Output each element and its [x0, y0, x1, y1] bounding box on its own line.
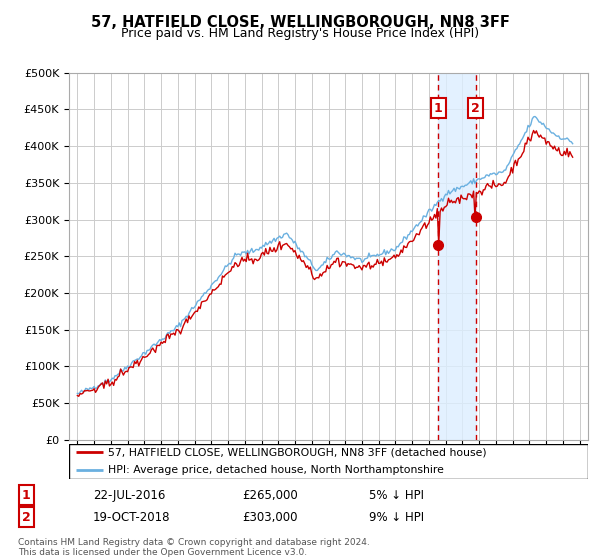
Bar: [438, 73, 476, 440]
Text: 57, HATFIELD CLOSE, WELLINGBOROUGH, NN8 3FF: 57, HATFIELD CLOSE, WELLINGBOROUGH, NN8 …: [91, 15, 509, 30]
Text: £265,000: £265,000: [242, 488, 298, 502]
Text: 22-JUL-2016: 22-JUL-2016: [92, 488, 165, 502]
Text: 2: 2: [22, 511, 31, 524]
Bar: [563, 73, 588, 440]
Text: Price paid vs. HM Land Registry's House Price Index (HPI): Price paid vs. HM Land Registry's House …: [121, 27, 479, 40]
Text: £303,000: £303,000: [242, 511, 298, 524]
Text: 19-OCT-2018: 19-OCT-2018: [92, 511, 170, 524]
Text: 1: 1: [434, 101, 443, 114]
Text: 2: 2: [471, 101, 480, 114]
Text: 1: 1: [22, 488, 31, 502]
Text: 57, HATFIELD CLOSE, WELLINGBOROUGH, NN8 3FF (detached house): 57, HATFIELD CLOSE, WELLINGBOROUGH, NN8 …: [108, 447, 487, 458]
Text: 5% ↓ HPI: 5% ↓ HPI: [369, 488, 424, 502]
Text: HPI: Average price, detached house, North Northamptonshire: HPI: Average price, detached house, Nort…: [108, 465, 444, 475]
Text: 9% ↓ HPI: 9% ↓ HPI: [369, 511, 424, 524]
Text: Contains HM Land Registry data © Crown copyright and database right 2024.
This d: Contains HM Land Registry data © Crown c…: [18, 538, 370, 557]
